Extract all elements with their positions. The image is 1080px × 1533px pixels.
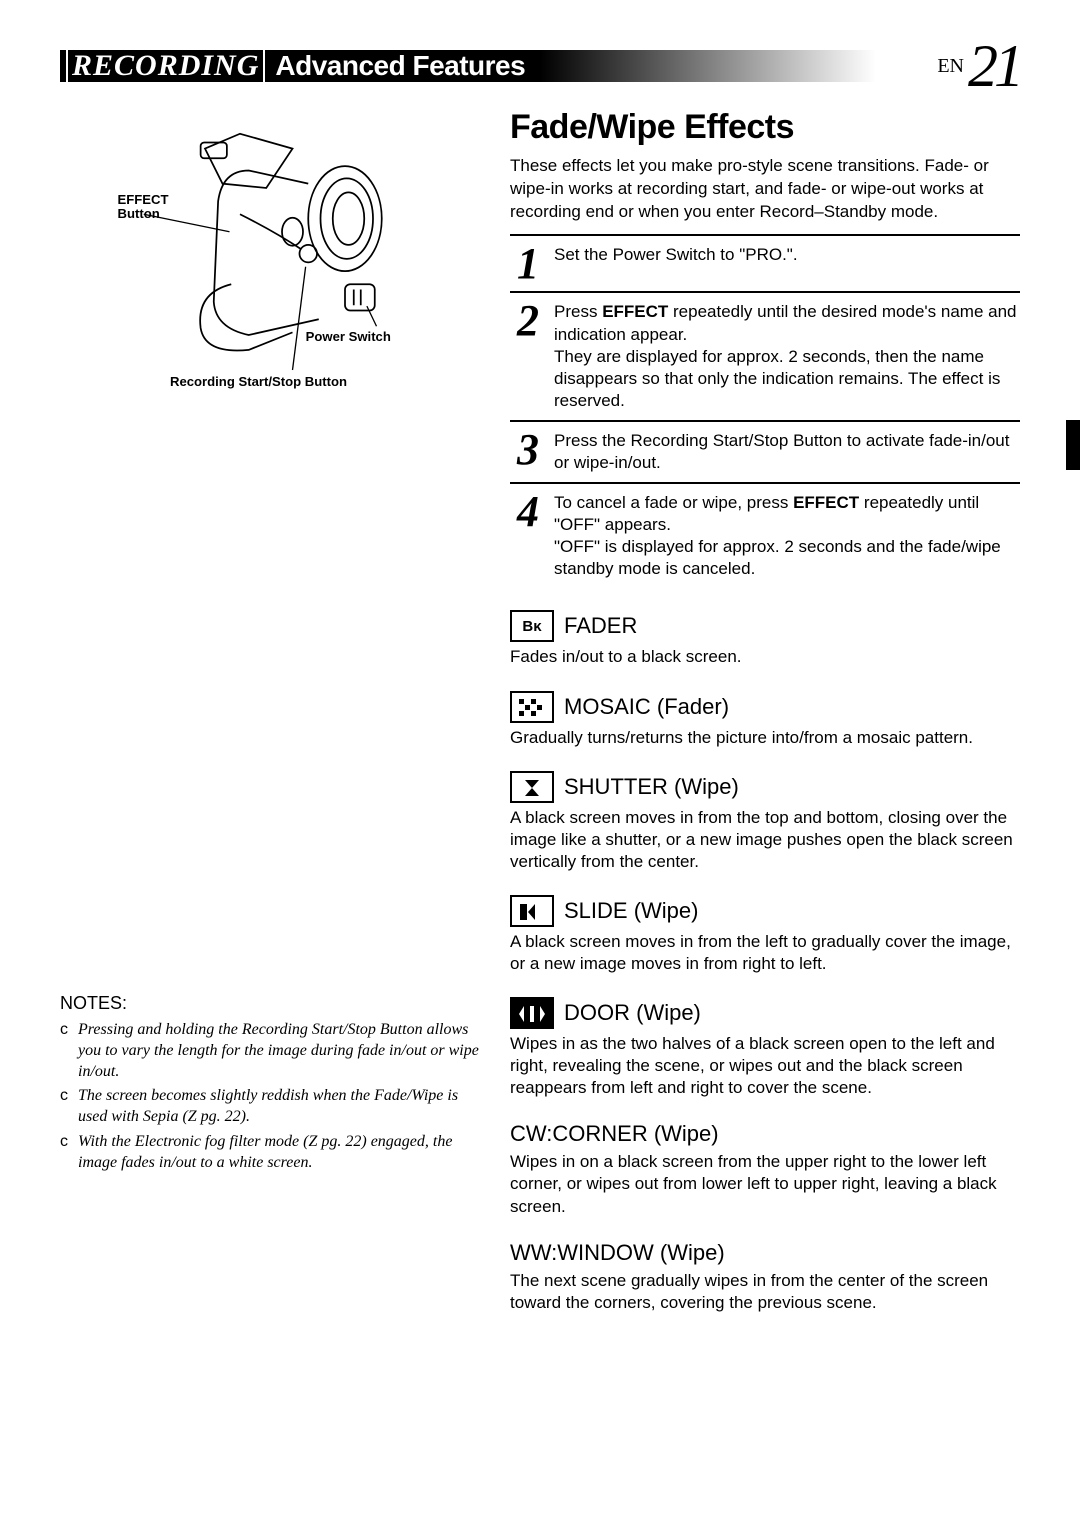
section-intro: These effects let you make pro-style sce…: [510, 155, 1020, 224]
effect-icon: [510, 771, 554, 803]
effect-desc: A black screen moves in from the left to…: [510, 931, 1020, 975]
effect-desc: Wipes in as the two halves of a black sc…: [510, 1033, 1020, 1099]
step-body: Press EFFECT repeatedly until the desire…: [554, 301, 1020, 411]
notes-section: NOTES: cPressing and holding the Recordi…: [60, 993, 490, 1174]
svg-text:Button: Button: [118, 206, 160, 221]
effect-name: SLIDE (Wipe): [564, 898, 698, 924]
effect-item: MOSAIC (Fader) Gradually turns/returns t…: [510, 691, 1020, 749]
effect-icon: [510, 997, 554, 1029]
step-body: To cancel a fade or wipe, press EFFECT r…: [554, 492, 1020, 580]
step-number: 4: [510, 492, 546, 580]
effect-desc: A black screen moves in from the top and…: [510, 807, 1020, 873]
effect-icon: [510, 691, 554, 723]
note-item: cPressing and holding the Recording Star…: [60, 1020, 490, 1082]
step: 3 Press the Recording Start/Stop Button …: [510, 420, 1020, 482]
step-number: 1: [510, 244, 546, 284]
camera-diagram: EFFECT Button Power Switch Recording Sta…: [60, 108, 490, 433]
effect-name: DOOR (Wipe): [564, 1000, 701, 1026]
label-power: Power Switch: [306, 329, 391, 344]
page-number: EN21: [937, 32, 1020, 101]
effect-desc: Wipes in on a black screen from the uppe…: [510, 1151, 1020, 1217]
label-recbtn: Recording Start/Stop Button: [170, 374, 347, 389]
note-item: cWith the Electronic fog filter mode (Z …: [60, 1132, 490, 1174]
effect-item: SHUTTER (Wipe) A black screen moves in f…: [510, 771, 1020, 873]
step: 4 To cancel a fade or wipe, press EFFECT…: [510, 482, 1020, 588]
effect-item: Bᴋ FADER Fades in/out to a black screen.: [510, 610, 1020, 668]
step-body: Press the Recording Start/Stop Button to…: [554, 430, 1020, 474]
header-title-2: Advanced Features: [275, 50, 525, 82]
step-body: Set the Power Switch to "PRO.".: [554, 244, 1020, 284]
header-title: RECORDING Advanced Features: [60, 50, 533, 82]
page-header: RECORDING Advanced Features EN21: [60, 40, 1020, 88]
notes-heading: NOTES:: [60, 993, 490, 1014]
note-text: With the Electronic fog filter mode (Z p…: [78, 1132, 490, 1174]
effect-item: SLIDE (Wipe) A black screen moves in fro…: [510, 895, 1020, 975]
step-number: 3: [510, 430, 546, 474]
note-bullet: c: [60, 1132, 78, 1174]
note-text: The screen becomes slightly reddish when…: [78, 1086, 490, 1128]
side-tab: [1066, 420, 1080, 470]
section-title: Fade/Wipe Effects: [510, 108, 1020, 147]
step-number: 2: [510, 301, 546, 411]
step: 2 Press EFFECT repeatedly until the desi…: [510, 291, 1020, 419]
step: 1 Set the Power Switch to "PRO.".: [510, 234, 1020, 292]
note-bullet: c: [60, 1020, 78, 1082]
note-item: cThe screen becomes slightly reddish whe…: [60, 1086, 490, 1128]
effect-name: FADER: [564, 613, 637, 639]
effect-desc: Fades in/out to a black screen.: [510, 646, 1020, 668]
effect-icon: Bᴋ: [510, 610, 554, 642]
effect-name: WW:WINDOW (Wipe): [510, 1240, 1020, 1266]
effect-name: MOSAIC (Fader): [564, 694, 729, 720]
label-effect: EFFECT: [118, 192, 169, 207]
note-bullet: c: [60, 1086, 78, 1128]
effect-icon: [510, 895, 554, 927]
effect-desc: Gradually turns/returns the picture into…: [510, 727, 1020, 749]
header-title-1: RECORDING: [66, 47, 265, 85]
effect-desc: The next scene gradually wipes in from t…: [510, 1270, 1020, 1314]
effect-name: CW:CORNER (Wipe): [510, 1121, 1020, 1147]
note-text: Pressing and holding the Recording Start…: [78, 1020, 490, 1082]
page-lang: EN: [937, 55, 964, 77]
effect-item: DOOR (Wipe) Wipes in as the two halves o…: [510, 997, 1020, 1099]
page-num-val: 21: [968, 33, 1020, 99]
effect-name: SHUTTER (Wipe): [564, 774, 739, 800]
